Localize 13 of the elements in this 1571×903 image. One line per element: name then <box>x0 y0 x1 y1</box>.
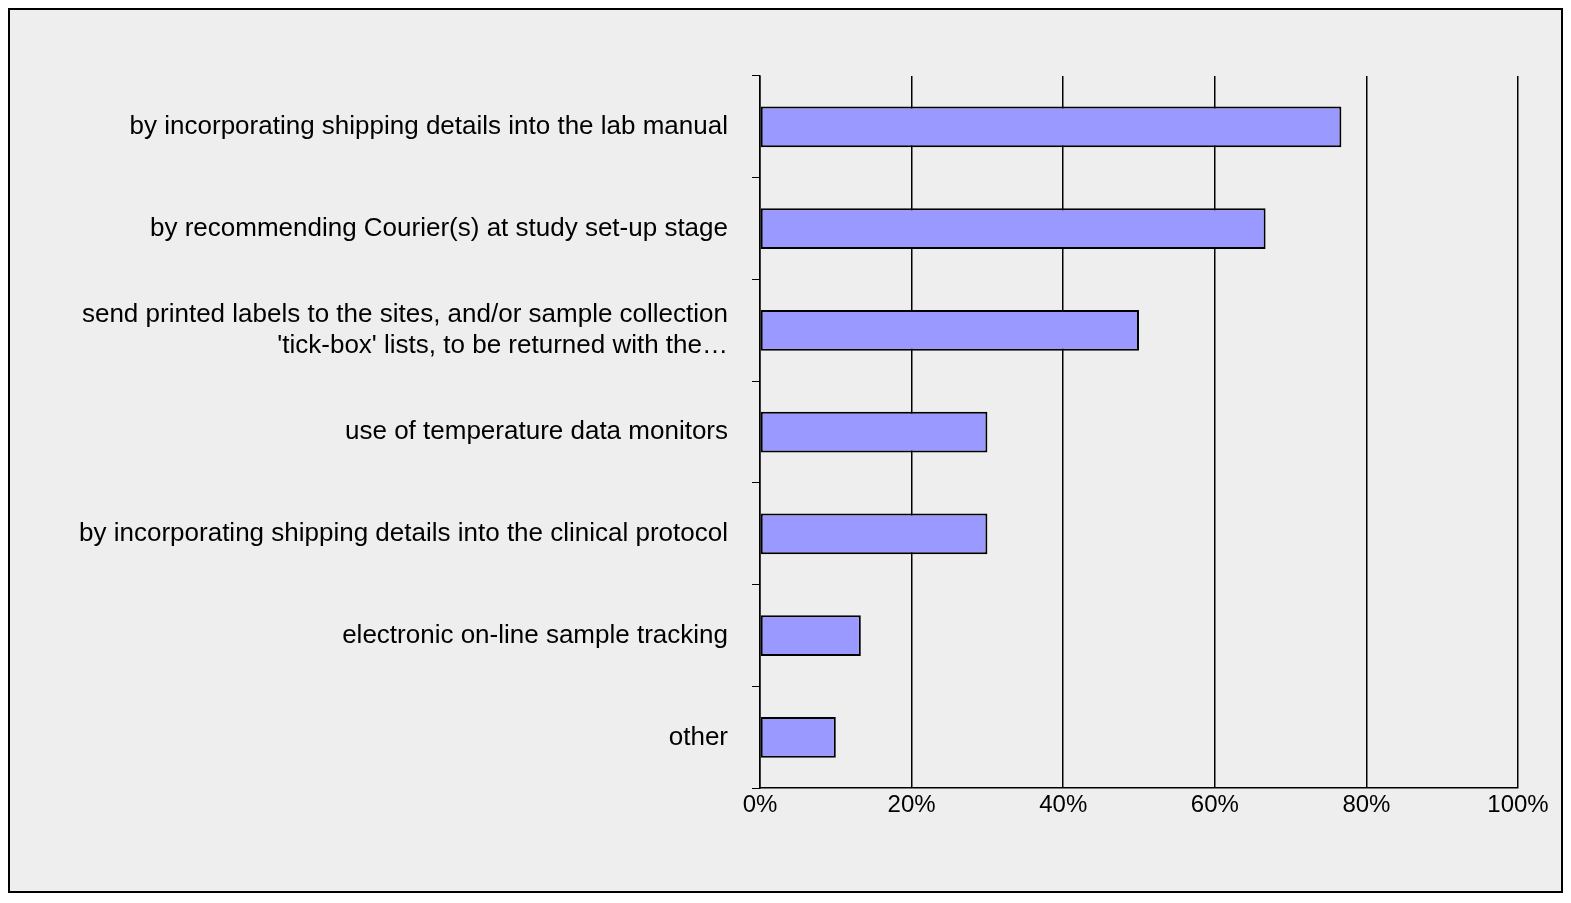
x-tick-label: 80% <box>1342 790 1391 818</box>
y-tick-label: other <box>668 720 729 751</box>
y-tick-label: use of temperature data monitors <box>345 415 728 446</box>
y-tick-label: by recommending Courier(s) at study set-up stage <box>149 211 728 242</box>
y-tick-label: electronic on-line sample tracking <box>342 618 728 649</box>
y-tick-label: send printed labels to the sites, and/or sample collection 'tick-box' lists, to be returned with the… <box>81 297 728 360</box>
x-tick-label: 40% <box>1039 790 1088 818</box>
x-tick-label: 100% <box>1487 790 1549 818</box>
y-tick-label: by incorporating shipping details into the lab manual <box>129 110 728 141</box>
y-tick-label: by incorporating shipping details into the clinical protocol <box>79 517 728 548</box>
x-tick-label: 60% <box>1190 790 1239 818</box>
x-tick-label: 0% <box>742 790 778 818</box>
x-tick-label: 20% <box>887 790 936 818</box>
